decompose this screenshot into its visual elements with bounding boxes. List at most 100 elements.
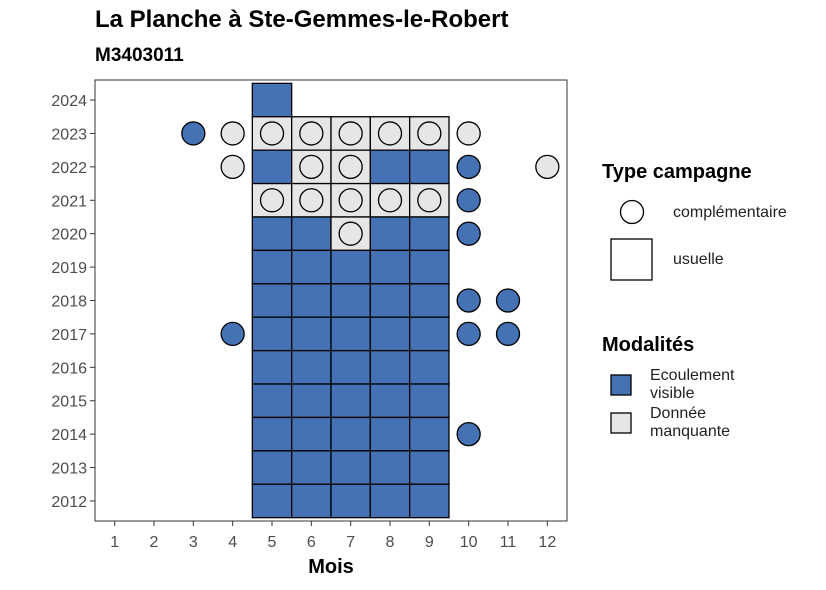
square-mark [251, 416, 293, 452]
square-mark [330, 283, 371, 318]
circle-mark [220, 321, 245, 347]
circle-mark [417, 121, 442, 146]
circle-mark [456, 188, 481, 213]
y-tick-label: 2017 [51, 327, 87, 344]
x-tick-label: 8 [386, 534, 395, 551]
square-mark [369, 450, 411, 485]
circle-mark [495, 288, 521, 313]
legend-key-complementaire [619, 199, 645, 225]
square-mark [251, 483, 293, 519]
square-mark [251, 249, 293, 285]
legend-type-title: Type campagne [602, 161, 752, 183]
square-mark [251, 82, 293, 118]
circle-mark [220, 121, 245, 146]
x-axis-title: Mois [308, 556, 354, 578]
legend-label-ecoulement: Ecoulement visible [650, 367, 735, 402]
y-tick-label: 2020 [51, 227, 87, 244]
x-tick-label: 9 [425, 534, 434, 551]
square-mark [409, 316, 450, 352]
circle-mark [417, 188, 442, 213]
y-tick-label: 2022 [51, 160, 87, 177]
circle-mark [456, 221, 481, 246]
square-mark [369, 383, 411, 419]
square-mark [330, 249, 371, 285]
square-mark [369, 483, 411, 519]
x-tick-label: 3 [189, 534, 198, 551]
legend-label-complementaire: complémentaire [673, 204, 787, 221]
y-tick-label: 2016 [51, 360, 87, 377]
circle-mark [377, 188, 403, 213]
square-mark [330, 349, 371, 385]
square-mark [409, 149, 450, 185]
square-mark [291, 450, 332, 485]
circle-mark [259, 188, 285, 213]
y-tick-label: 2012 [51, 494, 87, 511]
circle-mark [299, 188, 324, 213]
chart-title: La Planche à Ste-Gemmes-le-Robert [95, 6, 509, 33]
circle-mark [456, 288, 481, 313]
y-tick-label: 2015 [51, 394, 87, 411]
square-mark [369, 149, 411, 185]
square-mark [409, 349, 450, 385]
square-mark [369, 349, 411, 385]
square-mark [291, 249, 332, 285]
square-mark [330, 483, 371, 519]
square-mark [409, 216, 450, 252]
square-mark [409, 283, 450, 318]
legend-label-donnee-manquante: Donnée manquante [650, 405, 731, 440]
y-tick-label: 2019 [51, 260, 87, 277]
circle-mark [259, 121, 285, 146]
circle-mark [456, 321, 481, 347]
square-mark [369, 216, 411, 252]
square-mark [409, 416, 450, 452]
square-mark [369, 416, 411, 452]
circle-mark [181, 121, 206, 146]
legend-label-usuelle: usuelle [673, 251, 724, 268]
square-mark [251, 216, 293, 252]
circle-mark [299, 121, 324, 146]
y-tick-label: 2023 [51, 126, 87, 143]
square-mark [330, 416, 371, 452]
square-mark [291, 349, 332, 385]
circle-mark [338, 221, 363, 246]
square-mark [291, 216, 332, 252]
square-mark [251, 349, 293, 385]
circle-mark [338, 154, 363, 180]
square-mark [251, 316, 293, 352]
x-tick-label: 6 [307, 534, 316, 551]
circle-mark [456, 421, 481, 447]
square-mark [251, 283, 293, 318]
square-mark [330, 450, 371, 485]
legend-key-ecoulement [610, 374, 632, 396]
legend-key-donnee-manquante [610, 412, 632, 434]
square-mark [369, 249, 411, 285]
square-mark [409, 450, 450, 485]
legend-key-usuelle [610, 238, 653, 281]
x-tick-label: 4 [228, 534, 237, 551]
square-mark [330, 316, 371, 352]
x-tick-label: 12 [538, 534, 556, 551]
square-mark [369, 316, 411, 352]
circle-mark [456, 154, 481, 180]
square-mark [409, 249, 450, 285]
circle-mark [495, 321, 521, 347]
circle-mark [456, 121, 481, 146]
square-mark [330, 383, 371, 419]
circle-mark [220, 154, 245, 180]
y-tick-label: 2021 [51, 193, 87, 210]
x-tick-label: 1 [110, 534, 119, 551]
circle-mark [535, 154, 560, 180]
square-mark [369, 283, 411, 318]
square-mark [291, 483, 332, 519]
square-mark [291, 416, 332, 452]
square-mark [409, 383, 450, 419]
square-mark [291, 383, 332, 419]
chart-subtitle: M3403011 [95, 45, 184, 66]
y-tick-label: 2024 [51, 93, 87, 110]
circle-mark [377, 121, 403, 146]
square-mark [291, 283, 332, 318]
circle-mark [299, 154, 324, 180]
y-tick-label: 2018 [51, 294, 87, 311]
circle-mark [338, 121, 363, 146]
square-mark [409, 483, 450, 519]
